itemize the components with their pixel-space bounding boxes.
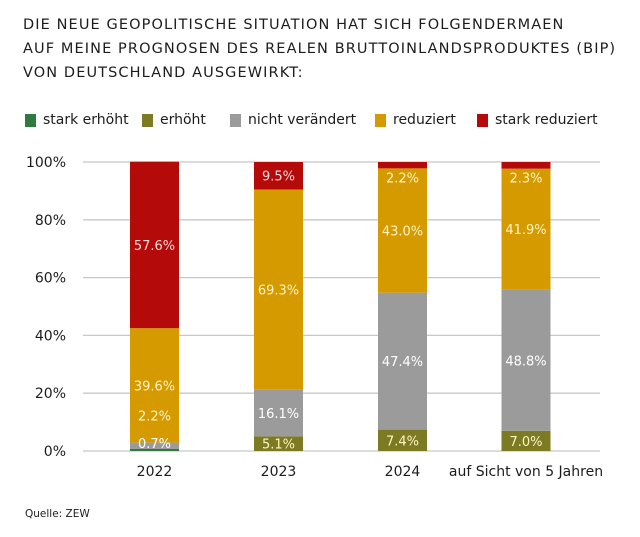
legend-label: nicht verändert: [248, 112, 357, 128]
legend-swatch-icon: [477, 114, 488, 127]
bar-segment: [254, 436, 303, 451]
x-tick-label: 2023: [261, 464, 297, 480]
data-label: 39.6%: [134, 379, 175, 394]
bar-segment: [254, 389, 303, 437]
data-label: 43.0%: [382, 224, 423, 239]
data-label: 69.3%: [258, 284, 299, 299]
bar-segment: [501, 430, 551, 451]
legend-swatch-icon: [25, 114, 36, 127]
x-tick-label: 2024: [385, 464, 421, 480]
bar-segment: [501, 168, 551, 290]
bar-segment: [130, 161, 179, 329]
legend-label: reduziert: [393, 112, 456, 128]
data-label: 2.2%: [386, 171, 419, 186]
bar-segment: [130, 328, 179, 443]
bar-segment: [378, 429, 427, 451]
source-note: Quelle: ZEW: [25, 508, 90, 520]
bar-segment: [378, 292, 427, 430]
y-tick-label: 80%: [35, 213, 66, 229]
y-tick-label: 60%: [35, 271, 66, 287]
data-label: 2.2%: [138, 410, 171, 425]
x-tick-label: 2022: [137, 464, 173, 480]
data-label: 0.7%: [138, 437, 171, 452]
bar-segment: [130, 448, 179, 451]
data-label: 7.4%: [386, 434, 419, 449]
y-tick-label: 20%: [35, 386, 66, 402]
chart-title: DIE NEUE GEOPOLITISCHE SITUATION HAT SIC…: [23, 13, 633, 85]
legend-swatch-icon: [142, 114, 153, 127]
y-tick-label: 100%: [26, 155, 66, 171]
title-line-3: VON DEUTSCHLAND AUSGEWIRKT:: [23, 65, 304, 81]
data-label: 7.0%: [509, 435, 542, 450]
legend-swatch-icon: [375, 114, 386, 127]
data-label: 41.9%: [505, 223, 546, 238]
title-line-2: AUF MEINE PROGNOSEN DES REALEN BRUTTOINL…: [23, 41, 617, 57]
legend-swatch-icon: [230, 114, 241, 127]
title-line-1: DIE NEUE GEOPOLITISCHE SITUATION HAT SIC…: [23, 17, 565, 33]
legend-label: stark reduziert: [495, 112, 598, 128]
data-label: 48.8%: [505, 354, 546, 369]
bar-segment: [254, 162, 303, 190]
legend-label: erhöht: [160, 112, 206, 128]
x-tick-label: auf Sicht von 5 Jahren: [449, 464, 603, 480]
data-label: 2.3%: [509, 172, 542, 187]
x-axis: 2022 2023 2024 auf Sicht von 5 Jahren: [137, 464, 603, 480]
bar-segment: [254, 189, 303, 390]
data-label: 47.4%: [382, 355, 423, 370]
data-label: 5.1%: [262, 438, 295, 453]
bar-segment: [378, 162, 427, 169]
bar-segment: [130, 442, 179, 449]
y-tick-label: 40%: [35, 328, 66, 344]
bars: [130, 161, 551, 451]
bar-segment: [378, 168, 427, 293]
y-axis: 0% 20% 40% 60% 80% 100%: [26, 155, 66, 460]
legend-label: stark erhöht: [43, 112, 129, 128]
bar-segment: [501, 162, 551, 169]
data-label: 57.6%: [134, 239, 175, 254]
y-tick-label: 0%: [44, 444, 66, 460]
data-label: 9.5%: [262, 170, 295, 185]
data-labels: 0.7% 2.2% 39.6% 57.6% 5.1% 16.1% 69.3% 9.5% 7.4%…: [134, 170, 547, 453]
bar-segment: [501, 289, 551, 431]
data-label: 16.1%: [258, 407, 299, 422]
